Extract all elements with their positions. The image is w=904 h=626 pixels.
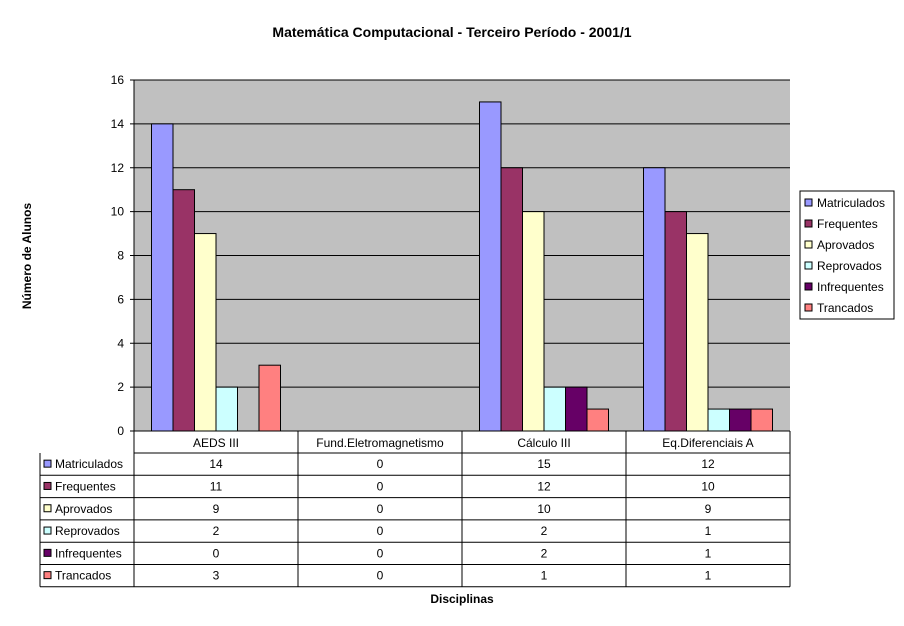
table-cell-value: 15 bbox=[537, 457, 551, 471]
bar-aprovados-2 bbox=[522, 211, 545, 432]
table-cell-value: 1 bbox=[705, 546, 712, 560]
y-axis-label: Número de Alunos bbox=[20, 203, 34, 310]
legend-label: Frequentes bbox=[817, 217, 878, 231]
bar-reprovados-2 bbox=[543, 386, 566, 432]
table-cell-value: 12 bbox=[537, 479, 551, 493]
chart-title: Matemática Computacional - Terceiro Perí… bbox=[272, 24, 631, 40]
bar-matriculados-0 bbox=[151, 123, 174, 432]
y-tick-label: 8 bbox=[117, 249, 124, 263]
table-cell-value: 0 bbox=[377, 524, 384, 538]
table-cell-value: 2 bbox=[541, 546, 548, 560]
legend-swatch bbox=[804, 282, 813, 291]
x-axis-label: Disciplinas bbox=[430, 592, 494, 606]
legend-swatch bbox=[804, 198, 813, 207]
table-cell-value: 0 bbox=[377, 502, 384, 516]
table-cell-value: 10 bbox=[701, 479, 715, 493]
table-legend-key bbox=[43, 548, 52, 557]
table-cell-value: 0 bbox=[377, 546, 384, 560]
table-cell-value: 0 bbox=[213, 546, 220, 560]
y-tick-label: 12 bbox=[111, 161, 125, 175]
y-tick-label: 4 bbox=[117, 336, 124, 350]
bar-reprovados-3 bbox=[707, 408, 730, 432]
bar-aprovados-0 bbox=[194, 233, 217, 432]
y-tick-label: 6 bbox=[117, 292, 124, 306]
table-cell-value: 2 bbox=[213, 524, 220, 538]
legend-label: Aprovados bbox=[817, 238, 874, 252]
y-tick-label: 0 bbox=[117, 424, 124, 438]
table-series-label: Trancados bbox=[55, 569, 111, 583]
y-tick-label: 10 bbox=[111, 205, 125, 219]
y-axis-ticks: 0 2 4 6 8 10 12 14 16 bbox=[111, 73, 134, 438]
table-cell-value: 14 bbox=[209, 457, 223, 471]
table-legend-key bbox=[43, 571, 52, 580]
legend-label: Reprovados bbox=[817, 259, 882, 273]
legend: Matriculados Frequentes Aprovados Reprovado… bbox=[799, 190, 895, 320]
bar-trancados-2 bbox=[586, 408, 609, 432]
bar-trancados-3 bbox=[750, 408, 773, 432]
table-cell-value: 1 bbox=[705, 569, 712, 583]
table-cell-value: 0 bbox=[377, 479, 384, 493]
bar-matriculados-3 bbox=[643, 167, 666, 432]
y-tick-label: 16 bbox=[111, 73, 125, 87]
table-cell-value: 3 bbox=[213, 569, 220, 583]
table-cell-value: 10 bbox=[537, 502, 551, 516]
bar-trancados-0 bbox=[258, 364, 281, 432]
table-cell-value: 9 bbox=[213, 502, 220, 516]
bar-frequentes-0 bbox=[172, 189, 195, 432]
bar-reprovados-0 bbox=[215, 386, 238, 432]
legend-label: Infrequentes bbox=[817, 280, 884, 294]
table-cell-value: 11 bbox=[210, 479, 223, 493]
table-legend-key bbox=[43, 459, 52, 468]
category-label: Cálculo III bbox=[517, 436, 570, 450]
legend-label: Trancados bbox=[817, 301, 873, 315]
bar-frequentes-3 bbox=[664, 211, 687, 432]
legend-box bbox=[799, 190, 895, 320]
bar-aprovados-3 bbox=[686, 233, 709, 432]
table-cell-value: 2 bbox=[541, 524, 548, 538]
bar-frequentes-2 bbox=[500, 167, 523, 432]
bar-infrequentes-3 bbox=[729, 408, 752, 432]
table-cell-value: 12 bbox=[701, 457, 715, 471]
legend-label: Matriculados bbox=[817, 196, 885, 210]
table-cell-value: 0 bbox=[377, 569, 384, 583]
table-cell-value: 1 bbox=[705, 524, 712, 538]
data-table: AEDS III Fund.Eletromagnetismo Cálculo III… bbox=[39, 431, 791, 588]
table-series-label: Aprovados bbox=[55, 502, 112, 516]
table-series-label: Frequentes bbox=[55, 479, 116, 493]
legend-swatch bbox=[804, 219, 813, 228]
y-tick-label: 2 bbox=[117, 380, 124, 394]
table-legend-key bbox=[43, 504, 52, 513]
y-tick-label: 14 bbox=[111, 117, 125, 131]
legend-swatch bbox=[804, 240, 813, 249]
bar-matriculados-2 bbox=[479, 101, 502, 432]
table-series-label: Reprovados bbox=[55, 524, 120, 538]
category-label: AEDS III bbox=[193, 436, 239, 450]
table-cell-value: 0 bbox=[377, 457, 384, 471]
table-series-label: Matriculados bbox=[55, 457, 123, 471]
table-legend-key bbox=[43, 526, 52, 535]
bar-infrequentes-2 bbox=[565, 386, 588, 432]
table-cell-value: 9 bbox=[705, 502, 712, 516]
table-cell-value: 1 bbox=[541, 569, 548, 583]
legend-swatch bbox=[804, 261, 813, 270]
table-legend-key bbox=[43, 481, 52, 490]
legend-swatch bbox=[804, 303, 813, 312]
category-label: Eq.Diferenciais A bbox=[662, 436, 753, 450]
table-series-label: Infrequentes bbox=[55, 546, 122, 560]
category-label: Fund.Eletromagnetismo bbox=[316, 436, 444, 450]
gridlines bbox=[134, 79, 790, 388]
